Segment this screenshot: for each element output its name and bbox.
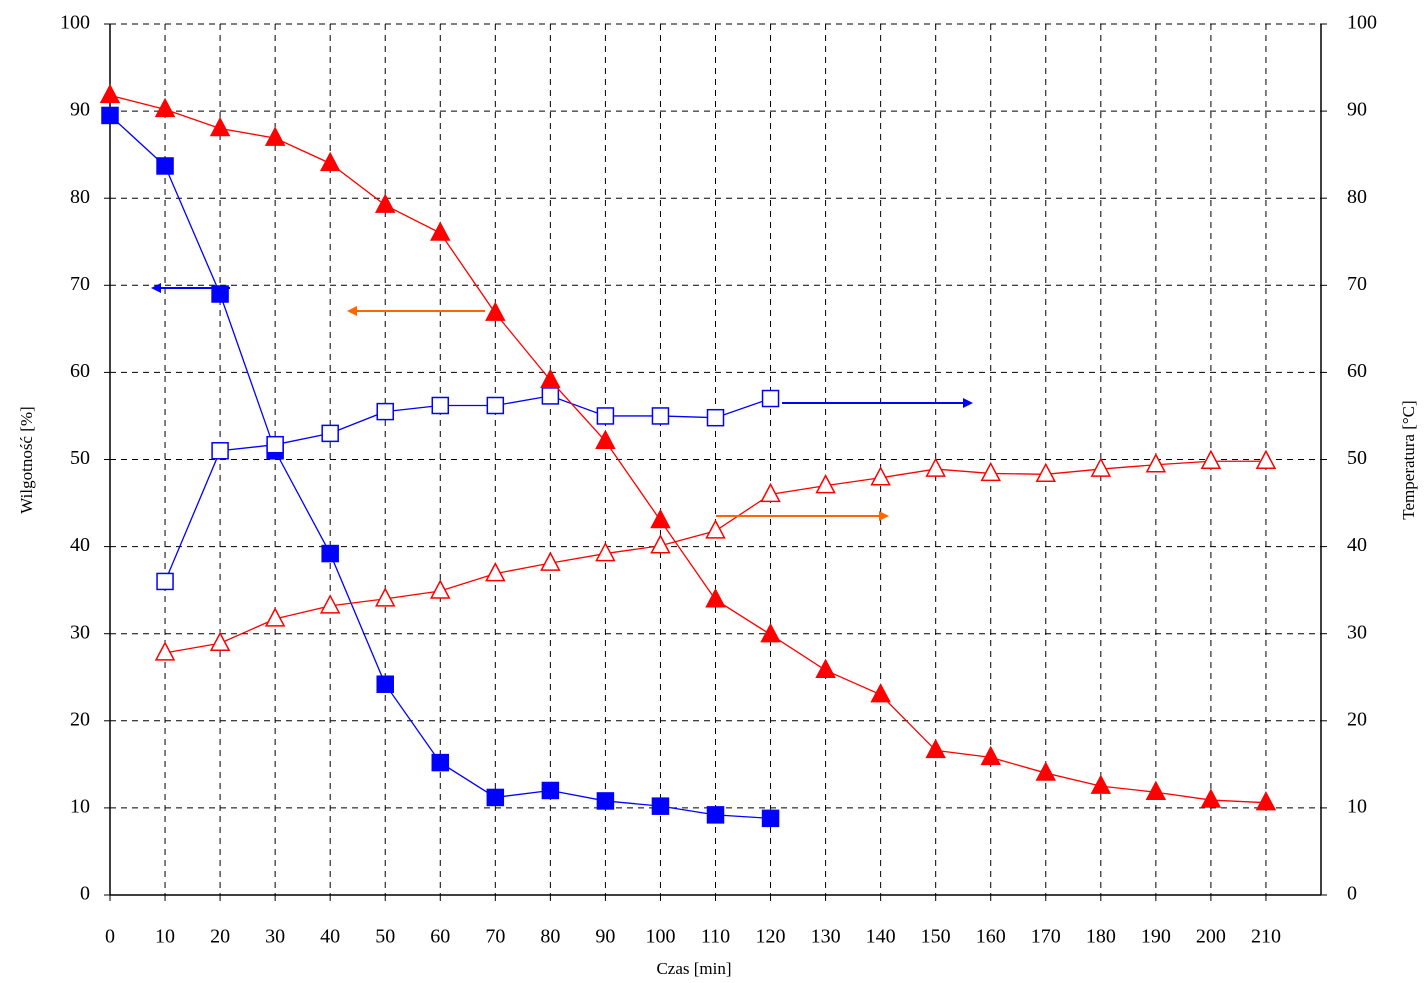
x-tick-label: 40 <box>320 926 340 948</box>
marker <box>101 85 119 102</box>
y-tick-label: 30 <box>70 621 90 643</box>
x-tick-label: 110 <box>701 926 730 948</box>
y-tick-label: 20 <box>70 708 90 730</box>
marker <box>432 397 448 413</box>
y-tick-label: 40 <box>70 534 90 556</box>
x-axis-title: Czas [min] <box>656 959 731 978</box>
marker <box>157 158 173 174</box>
y2-tick-label: 10 <box>1347 795 1367 817</box>
y-tick-label: 10 <box>70 795 90 817</box>
x-tick-label: 30 <box>265 926 285 948</box>
marker <box>542 388 558 404</box>
y2-axis-title: Temperatura [°C] <box>1399 400 1418 519</box>
y-tick-label: 80 <box>70 186 90 208</box>
x-tick-label: 200 <box>1196 926 1226 948</box>
x-tick-label: 190 <box>1141 926 1171 948</box>
y2-tick-label: 60 <box>1347 360 1367 382</box>
y2-tick-label: 50 <box>1347 447 1367 469</box>
series-line <box>165 396 771 582</box>
y-tick-label: 90 <box>70 99 90 121</box>
marker <box>707 521 725 538</box>
y2-tick-label: 0 <box>1347 883 1357 905</box>
marker <box>708 410 724 426</box>
marker <box>707 590 725 607</box>
marker <box>211 633 229 650</box>
marker <box>763 810 779 826</box>
marker <box>212 443 228 459</box>
x-tick-label: 120 <box>756 926 786 948</box>
x-tick-label: 60 <box>430 926 450 948</box>
y2-tick-label: 100 <box>1347 12 1377 34</box>
x-tick-label: 20 <box>210 926 230 948</box>
marker <box>322 425 338 441</box>
x-tick-label: 130 <box>811 926 841 948</box>
marker <box>927 740 945 757</box>
marker <box>321 153 339 170</box>
x-tick-label: 80 <box>540 926 560 948</box>
marker <box>1147 782 1165 799</box>
x-tick-label: 100 <box>645 926 675 948</box>
y-tick-label: 70 <box>70 273 90 295</box>
marker <box>1092 459 1110 476</box>
x-tick-label: 180 <box>1086 926 1116 948</box>
marker <box>487 397 503 413</box>
y2-tick-label: 40 <box>1347 534 1367 556</box>
marker <box>1037 464 1055 481</box>
marker <box>763 391 779 407</box>
y-tick-label: 0 <box>80 883 90 905</box>
y2-tick-label: 30 <box>1347 621 1367 643</box>
x-tick-label: 10 <box>155 926 175 948</box>
marker <box>542 782 558 798</box>
marker <box>817 660 835 677</box>
marker <box>652 408 668 424</box>
plot <box>101 85 1275 826</box>
marker <box>597 793 613 809</box>
marker <box>708 807 724 823</box>
marker <box>487 789 503 805</box>
y-tick-label: 50 <box>70 447 90 469</box>
marker <box>982 463 1000 480</box>
marker <box>651 510 669 527</box>
marker <box>872 685 890 702</box>
marker <box>1257 793 1275 810</box>
y-tick-label: 60 <box>70 360 90 382</box>
marker <box>1147 455 1165 472</box>
x-tick-label: 150 <box>921 926 951 948</box>
x-tick-label: 170 <box>1031 926 1061 948</box>
x-tick-label: 140 <box>866 926 896 948</box>
marker <box>652 798 668 814</box>
marker <box>157 573 173 589</box>
y2-tick-label: 90 <box>1347 99 1367 121</box>
grid <box>104 24 1327 901</box>
marker <box>927 459 945 476</box>
x-tick-label: 90 <box>595 926 615 948</box>
marker <box>486 303 504 320</box>
marker <box>762 625 780 642</box>
x-tick-label: 210 <box>1251 926 1281 948</box>
marker <box>432 755 448 771</box>
y-axis-title: Wilgotność [%] <box>17 406 36 513</box>
x-tick-label: 50 <box>375 926 395 948</box>
chart: Czas [min] Wilgotność [%] Temperatura [°… <box>0 0 1426 983</box>
marker <box>211 119 229 136</box>
x-tick-label: 70 <box>485 926 505 948</box>
marker <box>431 223 449 240</box>
marker <box>982 747 1000 764</box>
marker <box>597 408 613 424</box>
y2-tick-label: 80 <box>1347 186 1367 208</box>
marker <box>267 437 283 453</box>
marker <box>377 404 393 420</box>
y-tick-label: 100 <box>60 12 90 34</box>
marker <box>322 546 338 562</box>
y2-tick-label: 20 <box>1347 708 1367 730</box>
y2-tick-label: 70 <box>1347 273 1367 295</box>
x-tick-label: 160 <box>976 926 1006 948</box>
x-tick-label: 0 <box>105 926 115 948</box>
marker <box>321 596 339 613</box>
marker <box>102 107 118 123</box>
marker <box>377 676 393 692</box>
